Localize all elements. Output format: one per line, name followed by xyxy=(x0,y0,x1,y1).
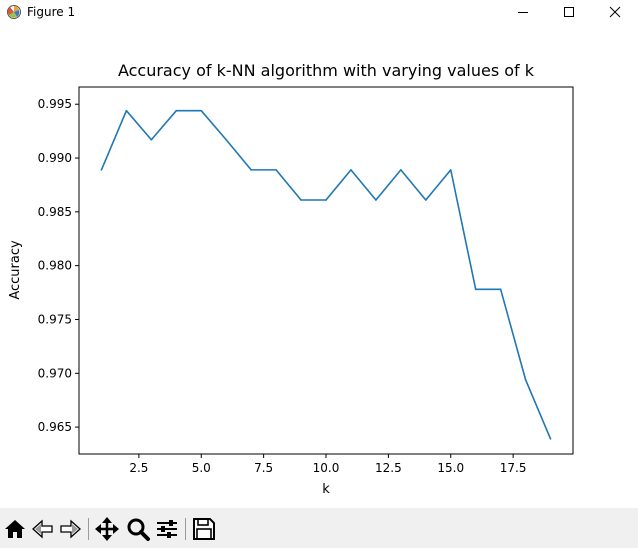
home-icon xyxy=(5,520,25,538)
data-point xyxy=(400,169,402,171)
maximize-button[interactable] xyxy=(546,0,592,24)
data-point xyxy=(200,109,203,112)
series-points xyxy=(100,109,552,440)
data-point xyxy=(350,169,352,171)
minimize-button[interactable] xyxy=(500,0,546,24)
toolbar-separator xyxy=(185,518,186,540)
plot-frame xyxy=(78,86,574,455)
toolbar-separator xyxy=(88,518,89,540)
y-tick-label: 0.970 xyxy=(38,366,72,380)
sliders-icon xyxy=(157,520,177,538)
window-title: Figure 1 xyxy=(27,5,76,19)
magnifier-icon xyxy=(127,518,150,541)
figure-canvas: Accuracy of k-NN algorithm with varying … xyxy=(0,24,638,508)
x-tick-label: 12.5 xyxy=(375,461,402,475)
forward-arrow-icon xyxy=(60,519,81,539)
data-point xyxy=(449,169,452,171)
forward-button[interactable] xyxy=(57,516,83,542)
data-point xyxy=(474,288,477,291)
save-button[interactable] xyxy=(191,516,217,542)
y-tick-label: 0.980 xyxy=(38,259,72,273)
pan-button[interactable] xyxy=(94,516,120,542)
back-button[interactable] xyxy=(30,516,56,542)
data-point xyxy=(424,199,427,201)
maximize-icon xyxy=(564,7,574,17)
x-tick-label: 5.0 xyxy=(192,461,211,475)
x-tick-label: 15.0 xyxy=(437,461,464,475)
line-chart: Accuracy of k-NN algorithm with varying … xyxy=(8,61,574,497)
data-point xyxy=(549,438,552,440)
x-tick-label: 17.5 xyxy=(500,461,527,475)
close-icon xyxy=(609,6,621,18)
data-point xyxy=(250,169,252,171)
window-titlebar: Figure 1 xyxy=(0,0,638,24)
home-button[interactable] xyxy=(2,516,28,542)
y-axis-ticks: 0.965 0.970 0.975 0.980 0.985 0.990 0.995 xyxy=(38,97,79,434)
back-arrow-icon xyxy=(32,519,53,539)
x-axis-ticks: 2.5 5.0 7.5 10.0 12.5 15.0 17.5 xyxy=(129,454,526,475)
close-button[interactable] xyxy=(592,0,638,24)
data-point xyxy=(150,138,153,141)
y-tick-label: 0.995 xyxy=(38,97,72,111)
data-point xyxy=(225,138,228,141)
x-tick-label: 2.5 xyxy=(129,461,148,475)
floppy-disk-icon xyxy=(193,518,215,540)
data-point xyxy=(375,199,377,201)
x-tick-label: 7.5 xyxy=(254,461,273,475)
minimize-icon xyxy=(518,12,528,13)
data-point xyxy=(300,199,302,201)
chart-title: Accuracy of k-NN algorithm with varying … xyxy=(118,61,535,80)
data-point xyxy=(524,378,527,381)
x-tick-label: 10.0 xyxy=(313,461,340,475)
y-tick-label: 0.965 xyxy=(38,420,72,434)
move-icon xyxy=(95,517,119,541)
configure-subplots-button[interactable] xyxy=(154,516,180,542)
data-point xyxy=(125,109,128,112)
navigation-toolbar xyxy=(0,508,638,548)
data-point xyxy=(275,169,277,171)
data-point xyxy=(325,199,327,201)
matplotlib-icon xyxy=(7,5,21,19)
zoom-button[interactable] xyxy=(125,516,151,542)
x-axis-label: k xyxy=(322,482,330,497)
data-point xyxy=(499,288,502,291)
data-point xyxy=(175,109,178,112)
series-line xyxy=(100,109,552,440)
y-axis-label: Accuracy xyxy=(8,240,23,300)
data-point xyxy=(100,169,103,171)
y-tick-label: 0.985 xyxy=(38,205,72,219)
y-tick-label: 0.975 xyxy=(38,312,72,326)
y-tick-label: 0.990 xyxy=(38,151,72,165)
